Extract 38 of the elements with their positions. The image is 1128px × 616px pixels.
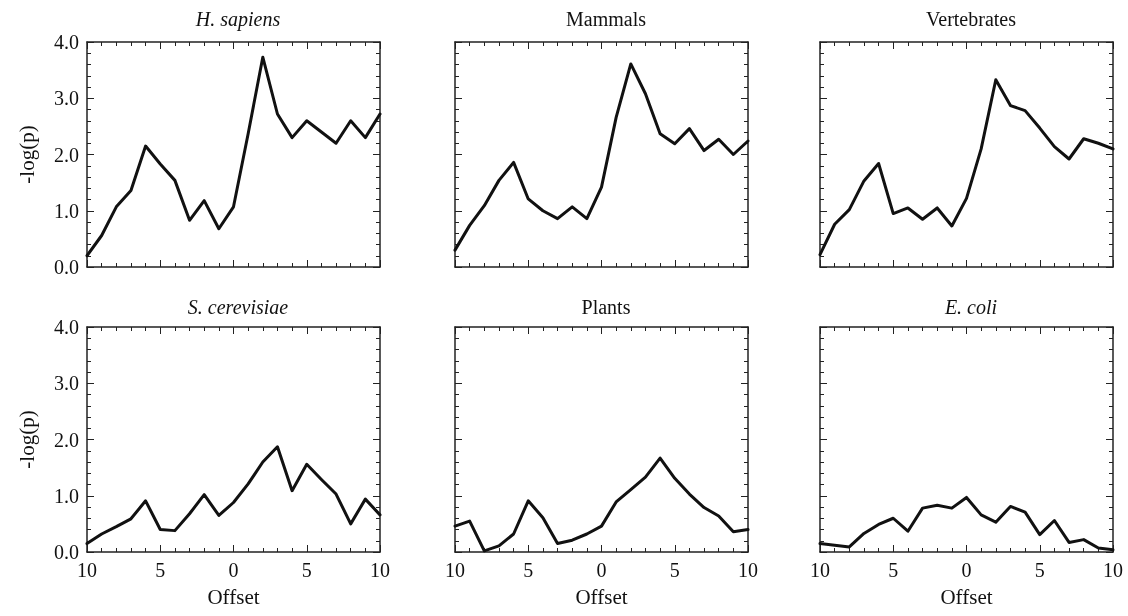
x-axis-title: Offset <box>940 584 993 609</box>
y-tick-label: 2.0 <box>54 428 79 451</box>
y-tick-label: 0.0 <box>54 541 79 563</box>
x-tick-label: 5 <box>888 559 899 581</box>
chart-title: S. cerevisiae <box>187 296 289 318</box>
x-tick-label: 0 <box>228 559 239 581</box>
line-series <box>85 55 382 258</box>
y-tick-label: 1.0 <box>54 484 79 507</box>
x-tick-label: 0 <box>596 559 607 581</box>
y-tick-label: 4.0 <box>54 316 79 338</box>
chart-title: Plants <box>581 296 631 318</box>
y-tick-label: 3.0 <box>54 372 79 395</box>
x-tick-label: 10 <box>77 559 97 581</box>
x-tick-label: 10 <box>738 559 758 581</box>
x-tick-label: 0 <box>961 559 972 581</box>
x-axis-title: Offset <box>575 584 628 609</box>
y-axis-title: -log(p) <box>14 125 39 184</box>
x-tick-label: 5 <box>1034 559 1045 581</box>
x-tick-label: 10 <box>1103 559 1123 581</box>
chart-title: E. coli <box>943 296 998 318</box>
y-axis-title: -log(p) <box>14 410 39 469</box>
y-tick-label: 3.0 <box>54 87 79 110</box>
y-tick-label: 0.0 <box>54 256 79 278</box>
x-tick-label: 10 <box>370 559 390 581</box>
x-tick-label: 5 <box>669 559 680 581</box>
x-tick-label: 10 <box>810 559 830 581</box>
x-tick-label: 5 <box>155 559 166 581</box>
x-tick-label: 10 <box>445 559 465 581</box>
x-tick-label: 5 <box>523 559 534 581</box>
y-tick-label: 2.0 <box>54 143 79 166</box>
chart-title: H. sapiens <box>194 8 281 31</box>
chart-title: Vertebrates <box>926 8 1017 30</box>
y-tick-label: 4.0 <box>54 31 79 53</box>
y-tick-label: 1.0 <box>54 199 79 222</box>
x-axis-title: Offset <box>207 584 260 609</box>
chart-title: Mammals <box>566 8 647 30</box>
line-series <box>85 445 382 546</box>
x-tick-label: 5 <box>301 559 312 581</box>
